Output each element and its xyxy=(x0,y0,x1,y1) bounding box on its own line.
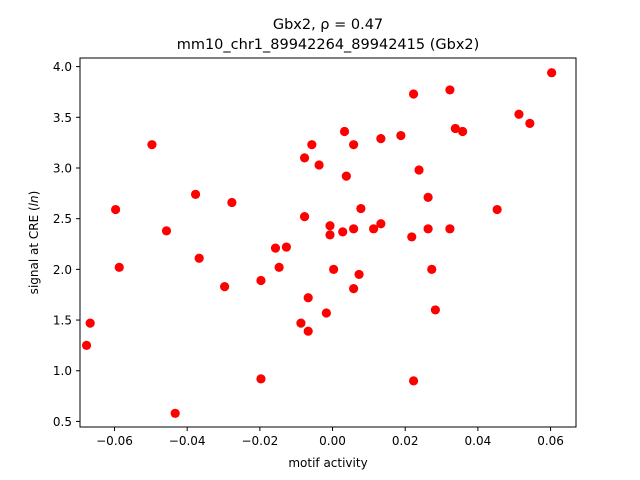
chart-title-line1: Gbx2, ρ = 0.47 xyxy=(273,17,383,33)
data-point xyxy=(339,126,350,137)
data-point xyxy=(338,227,348,237)
x-axis-label: motif activity xyxy=(288,456,367,470)
data-point xyxy=(423,224,433,234)
data-point xyxy=(349,140,359,150)
data-point xyxy=(408,89,419,99)
data-point xyxy=(423,192,433,202)
data-point xyxy=(321,308,331,318)
data-point xyxy=(349,224,359,234)
y-tick-label: 4.0 xyxy=(53,60,72,74)
data-point xyxy=(492,204,502,215)
x-tick-label: 0.02 xyxy=(392,434,419,448)
x-tick-label: 0.00 xyxy=(319,434,346,448)
data-point xyxy=(299,153,310,163)
y-tick-label: 2.5 xyxy=(53,212,72,226)
data-point xyxy=(281,242,291,252)
data-point xyxy=(299,212,310,222)
x-tick-label: 0.06 xyxy=(537,434,564,448)
data-point xyxy=(325,221,335,231)
data-point xyxy=(303,326,313,336)
y-axis-ticks: 0.5 1.0 1.5 2.0 2.5 3.0 3.5 4.0 xyxy=(53,60,80,429)
data-point xyxy=(194,253,204,263)
data-points xyxy=(81,68,557,418)
data-point xyxy=(376,219,386,229)
y-tick-label: 0.5 xyxy=(53,415,72,429)
data-point xyxy=(256,374,266,384)
data-point xyxy=(161,226,172,236)
data-point xyxy=(296,318,306,328)
data-point xyxy=(414,165,424,175)
data-point xyxy=(369,224,379,234)
data-point xyxy=(349,284,359,294)
data-point xyxy=(220,281,230,292)
data-point xyxy=(450,123,460,134)
y-axis-label-italic: ln xyxy=(27,195,41,206)
data-point xyxy=(325,230,335,240)
data-point xyxy=(376,133,386,144)
data-point xyxy=(147,140,157,150)
data-point xyxy=(408,376,419,386)
data-point xyxy=(445,85,455,95)
data-point xyxy=(85,318,95,328)
data-point xyxy=(547,68,557,78)
x-axis-ticks: −0.06 −0.04 −0.02 0.00 0.02 0.04 0.06 xyxy=(96,427,564,448)
data-point xyxy=(256,275,266,286)
data-point xyxy=(458,126,468,137)
data-point xyxy=(525,118,535,128)
plot-area-frame xyxy=(79,57,577,428)
x-tick-label: −0.02 xyxy=(241,434,278,448)
data-point xyxy=(81,340,92,350)
y-tick-label: 1.0 xyxy=(53,364,72,378)
data-point xyxy=(396,130,406,141)
data-point xyxy=(170,408,180,418)
data-point xyxy=(314,160,324,170)
data-point xyxy=(445,224,455,234)
data-point xyxy=(274,262,284,272)
data-point xyxy=(329,264,339,274)
y-tick-label: 2.0 xyxy=(53,263,72,277)
data-point xyxy=(341,171,351,181)
y-tick-label: 1.5 xyxy=(53,314,72,328)
x-tick-label: 0.04 xyxy=(465,434,492,448)
data-point xyxy=(111,204,121,215)
data-point xyxy=(354,269,364,280)
y-axis-label-suffix: ) xyxy=(27,191,41,196)
data-point xyxy=(514,109,524,119)
y-tick-label: 3.0 xyxy=(53,161,72,175)
x-tick-label: −0.06 xyxy=(96,434,133,448)
data-point xyxy=(270,243,281,253)
data-point xyxy=(303,293,313,303)
chart-title-line2: mm10_chr1_89942264_89942415 (Gbx2) xyxy=(177,37,480,53)
data-point xyxy=(407,232,417,242)
y-tick-label: 3.5 xyxy=(53,111,72,125)
data-point xyxy=(190,189,201,199)
x-tick-label: −0.04 xyxy=(169,434,206,448)
data-point xyxy=(427,264,437,274)
data-point xyxy=(356,203,366,214)
y-axis-label: signal at CRE (ln) xyxy=(27,191,41,295)
data-point xyxy=(114,262,124,272)
y-axis-label-prefix: signal at CRE ( xyxy=(27,206,41,294)
data-point xyxy=(227,197,237,208)
data-point xyxy=(307,140,317,150)
data-point xyxy=(430,305,440,315)
